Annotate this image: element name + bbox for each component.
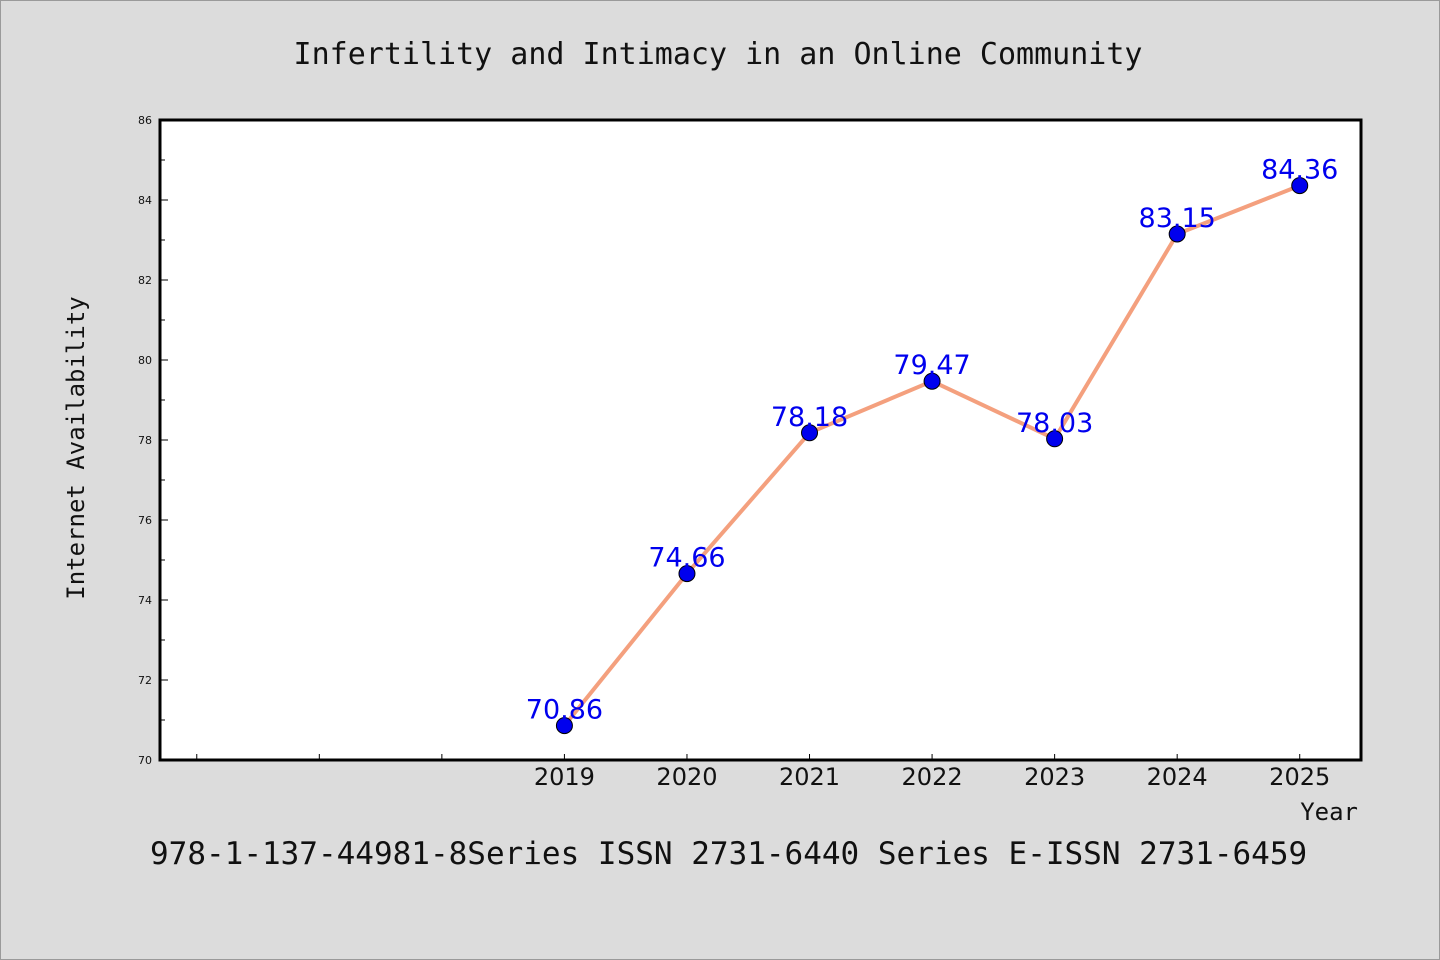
y-tick-label: 84	[138, 194, 152, 207]
plot-area	[158, 118, 1363, 762]
footer-isbn-text: 978-1-137-44981-8Series ISSN 2731-6440 S…	[150, 836, 1307, 872]
x-axis: 2019 2020 2021 2022 2023 2024 2025	[196, 754, 1330, 791]
data-point	[1291, 177, 1309, 195]
x-tick-label: 2023	[1024, 763, 1085, 791]
x-tick-label: 2019	[534, 763, 595, 791]
data-point	[1046, 430, 1064, 448]
series-line-group	[555, 177, 1309, 735]
data-point	[555, 717, 573, 735]
data-label: 83.15	[1139, 203, 1216, 234]
data-label: 84.36	[1261, 155, 1338, 186]
y-tick-label: 80	[138, 354, 152, 367]
data-point	[923, 372, 941, 390]
y-tick-label: 74	[138, 594, 152, 607]
y-tick-label: 72	[138, 674, 152, 687]
y-tick-label: 86	[138, 114, 152, 127]
y-axis-label: Internet Availability	[62, 296, 90, 599]
chart-title: Infertility and Intimacy in an Online Co…	[294, 37, 1143, 72]
data-label: 70.86	[526, 695, 603, 726]
x-tick-label: 2020	[656, 763, 717, 791]
x-tick-label: 2021	[779, 763, 840, 791]
y-tick-label: 78	[138, 434, 152, 447]
data-point	[1168, 225, 1186, 243]
data-label: 78.03	[1016, 408, 1093, 439]
data-point	[678, 565, 696, 583]
y-axis: 70 72 74 76 78 80 82 84 86	[138, 114, 168, 767]
data-label: 78.18	[771, 402, 848, 433]
y-tick-label: 70	[138, 754, 152, 767]
y-tick-label: 76	[138, 514, 152, 527]
data-point	[801, 424, 819, 442]
x-tick-label: 2022	[902, 763, 963, 791]
x-axis-label: Year	[1300, 798, 1358, 826]
data-labels: 70.86 74.66 78.18 79.47 78.03 83.15 84.36	[526, 155, 1339, 726]
data-label: 79.47	[893, 350, 970, 381]
data-label: 74.66	[648, 543, 725, 574]
y-tick-label: 82	[138, 274, 152, 287]
x-tick-label: 2024	[1147, 763, 1208, 791]
x-tick-label: 2025	[1269, 763, 1330, 791]
